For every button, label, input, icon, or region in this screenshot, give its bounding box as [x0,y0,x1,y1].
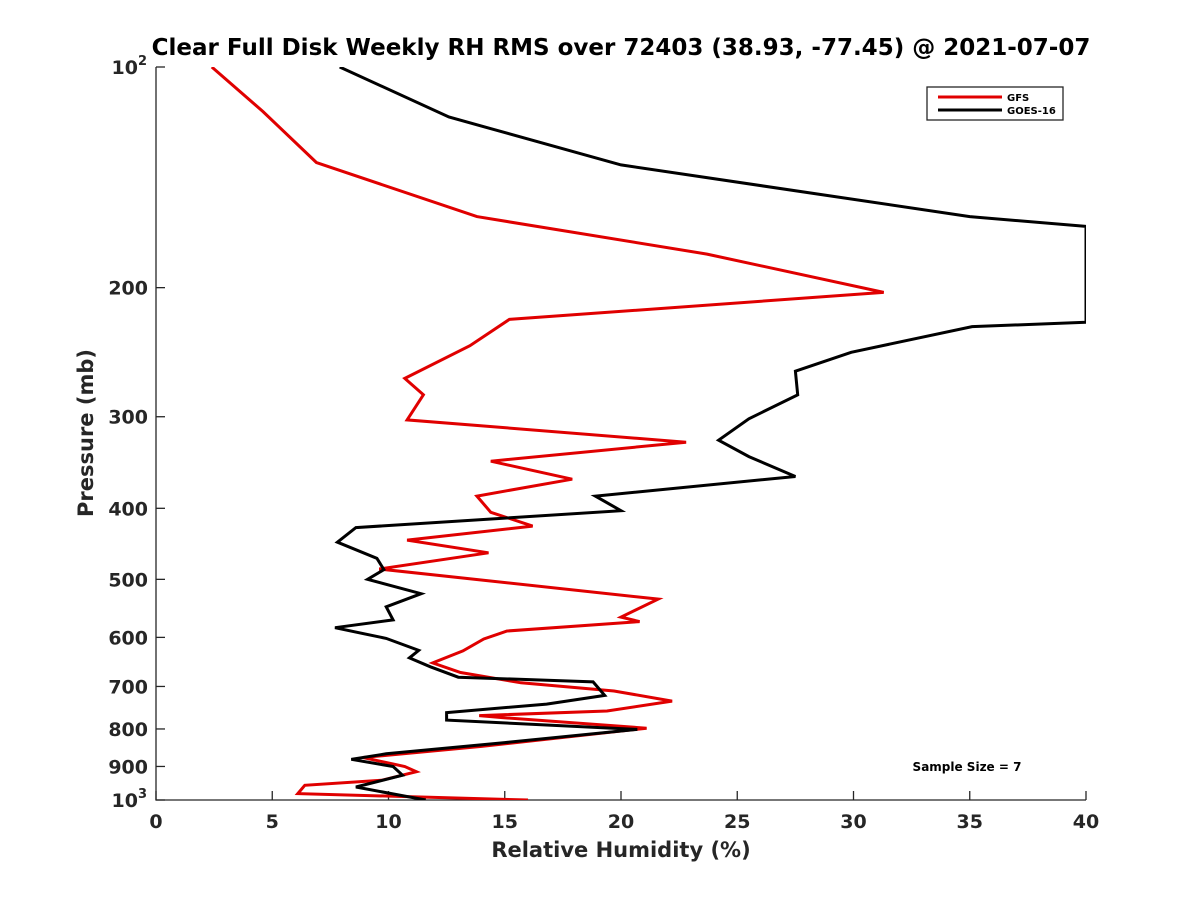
x-tick-label: 20 [608,811,634,833]
y-tick-label: 103 [112,787,148,812]
sample-size-annotation: Sample Size = 7 [913,760,1022,774]
legend-label: GFS [1007,93,1029,104]
y-tick-label: 102 [112,54,148,79]
series-line-goes-16 [334,67,1086,800]
legend-entries: GFS GOES-16 [938,93,1056,117]
y-tick-label: 800 [108,719,148,741]
chart-title: Clear Full Disk Weekly RH RMS over 72403… [152,35,1091,61]
x-axis-label: Relative Humidity (%) [491,838,750,862]
series-group [210,67,1086,800]
y-axis-label: Pressure (mb) [74,349,98,517]
x-axis-ticks: 0 5 10 15 20 25 30 35 40 [149,791,1099,833]
y-tick-label-exponent: 2 [138,54,147,69]
x-tick-label: 5 [266,811,279,833]
x-tick-label: 15 [492,811,518,833]
x-tick-label: 30 [840,811,866,833]
x-tick-label: 35 [957,811,983,833]
x-tick-label: 0 [149,811,162,833]
series-line-gfs [210,67,885,800]
y-tick-label: 900 [108,756,148,778]
legend: GFS GOES-16 [926,86,1064,121]
plot-area: 0 5 10 15 20 25 30 35 40 10220030040050060070080… [108,54,1099,833]
legend-label: GOES-16 [1007,106,1056,117]
x-tick-label: 40 [1073,811,1099,833]
y-tick-label: 600 [108,627,148,649]
y-tick-label: 400 [108,498,148,520]
y-tick-label: 200 [108,278,148,300]
y-tick-label: 700 [108,676,148,698]
legend-box [926,86,1064,121]
x-tick-label: 10 [375,811,401,833]
y-tick-label-base: 10 [112,57,138,79]
y-tick-label-exponent: 3 [138,787,147,802]
y-tick-label: 500 [108,569,148,591]
y-tick-label-base: 10 [112,790,138,812]
x-tick-label: 25 [724,811,750,833]
y-tick-label: 300 [108,407,148,429]
